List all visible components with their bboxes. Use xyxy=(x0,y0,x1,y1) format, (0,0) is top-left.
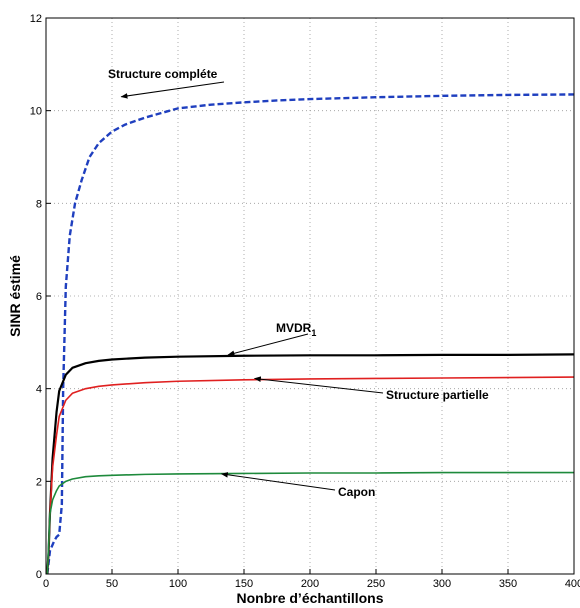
y-tick-label: 2 xyxy=(36,476,42,488)
y-tick-label: 12 xyxy=(30,13,42,25)
series-line-capon xyxy=(46,471,574,575)
annotation-text: Structure partielle xyxy=(386,388,489,402)
x-tick-label: 300 xyxy=(433,578,451,590)
annotation-text: MVDR xyxy=(276,321,312,335)
y-axis-label: SINR éstimé xyxy=(7,255,23,337)
x-tick-label: 150 xyxy=(235,578,253,590)
x-tick-label: 100 xyxy=(169,578,187,590)
annotation-arrow xyxy=(253,376,384,394)
annotation-arrow xyxy=(120,81,225,99)
annotation-label: MVDR1 xyxy=(276,321,316,338)
series-line-mvdr1 xyxy=(46,353,575,575)
annotation-arrow xyxy=(220,472,336,491)
series-layer xyxy=(46,93,575,575)
annotation-label: Structure compléte xyxy=(108,67,218,81)
x-tick-label: 250 xyxy=(367,578,385,590)
annotation-text: Capon xyxy=(338,485,375,499)
annotation-arrow xyxy=(227,333,309,356)
y-tick-label: 8 xyxy=(36,198,42,210)
annotation-label: Capon xyxy=(338,485,375,499)
y-tick-label: 10 xyxy=(30,106,42,118)
annotations: Structure compléte MVDR1 Structure partiel… xyxy=(108,67,489,499)
annotation-text: Structure compléte xyxy=(108,67,218,81)
series-line-structure-partielle xyxy=(46,376,575,575)
annotation-label: Structure partielle xyxy=(386,388,489,402)
annotation-subscript: 1 xyxy=(311,328,316,338)
x-tick-label: 400 xyxy=(565,578,580,590)
series-line-structure-compl-te xyxy=(46,93,575,575)
x-tick-label: 200 xyxy=(301,578,319,590)
grid xyxy=(46,18,574,574)
y-tick-label: 4 xyxy=(36,384,42,396)
x-tick-label: 0 xyxy=(43,578,49,590)
y-tick-label: 6 xyxy=(36,291,42,303)
y-tick-label: 0 xyxy=(36,569,42,581)
x-tick-label: 350 xyxy=(499,578,517,590)
x-axis-label: Nonbre d’échantillons xyxy=(236,590,383,606)
x-tick-label: 50 xyxy=(106,578,118,590)
ticks-layer: 0 50 100 150 200 250 300 350 400 0 2 4 6 8 10 12 xyxy=(30,13,580,590)
